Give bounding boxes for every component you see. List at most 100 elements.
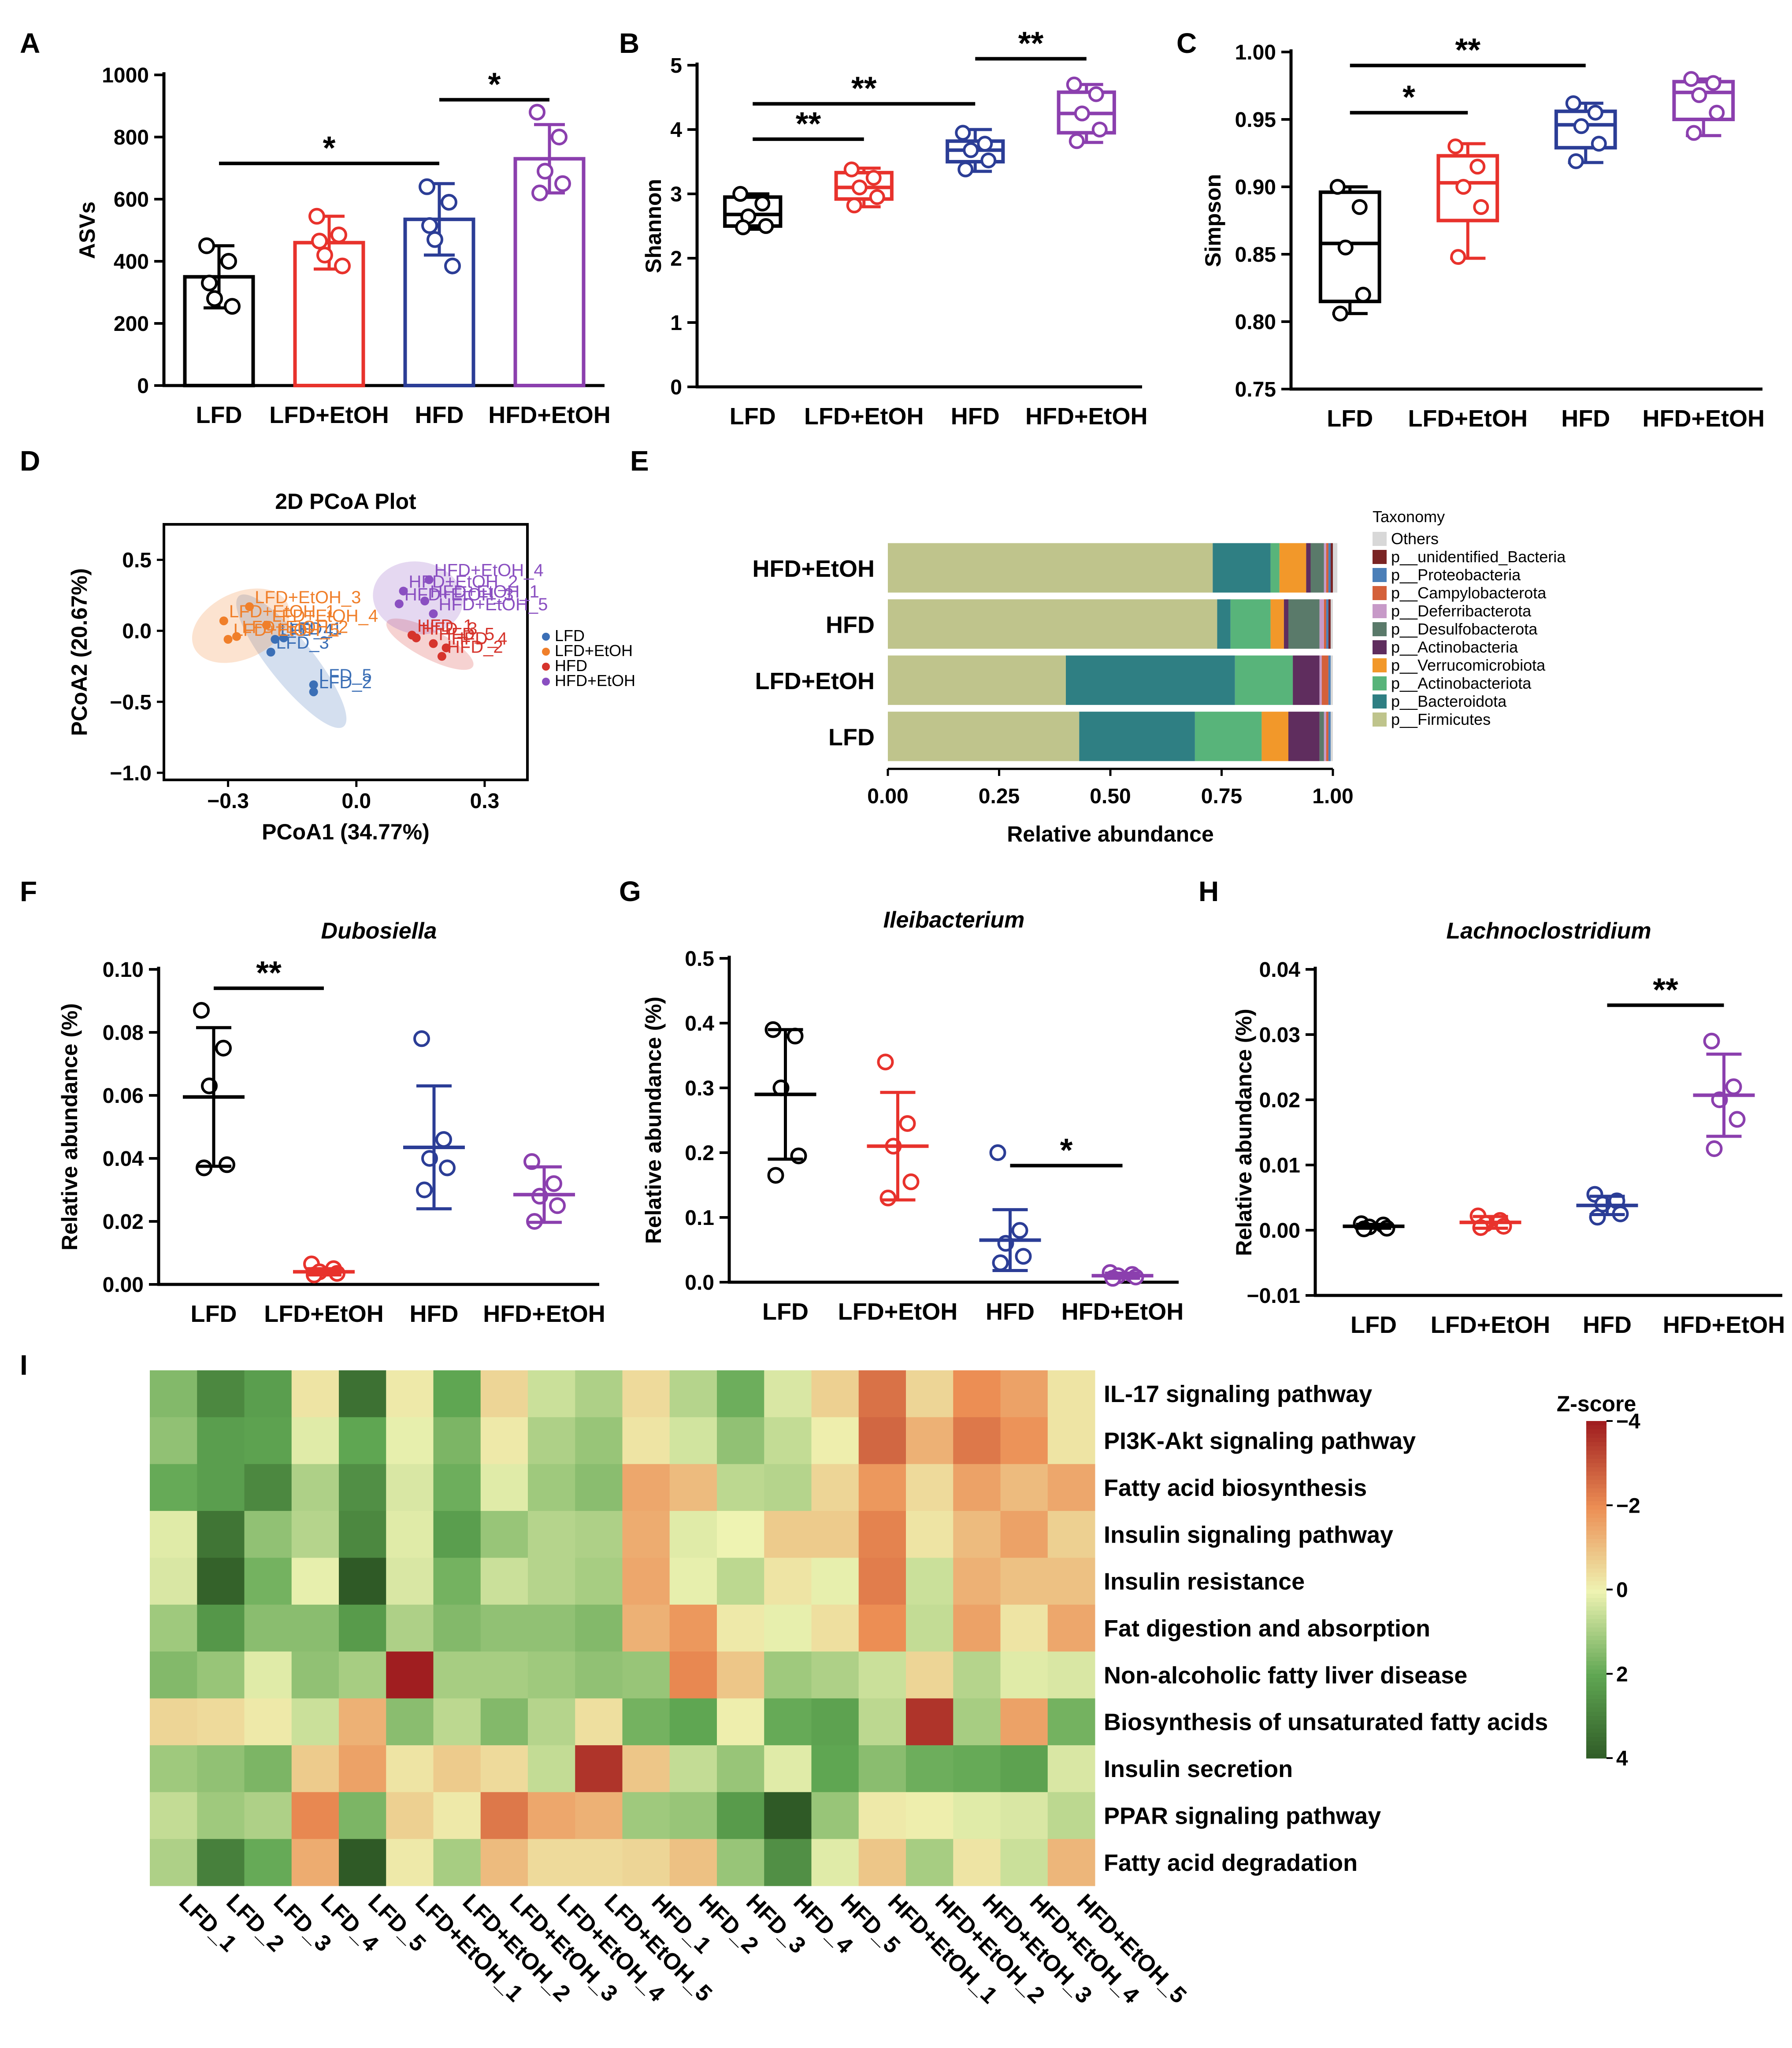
- data-point: [957, 161, 974, 178]
- heatmap-cell: [480, 1792, 528, 1840]
- data-point: [732, 186, 749, 202]
- heatmap-cell: [480, 1370, 528, 1417]
- segment-p__Actinobacteria: [1288, 712, 1320, 761]
- colorbar-segment: [1586, 1480, 1606, 1485]
- segment-p__Bacteroidota: [1217, 599, 1231, 649]
- heatmap-cell: [1047, 1651, 1095, 1699]
- segment-p__Actinobacteriota: [1270, 543, 1280, 593]
- panel-E-x-tick-label: 1.00: [1312, 785, 1353, 808]
- pcoa-point-label: HFD_2: [447, 638, 503, 657]
- panel-F: F Dubosiella 0.00 0.02 0.04 0.06 0.08 0.10 Relat…: [20, 876, 605, 1327]
- heatmap-cell: [669, 1370, 717, 1417]
- data-point: [1591, 136, 1607, 152]
- heatmap-cell: [811, 1698, 859, 1746]
- panel-label-A: A: [20, 27, 40, 59]
- segment-p__Firmicutes: [888, 712, 1080, 761]
- panel-B-x-label-0: LFD: [730, 403, 776, 430]
- data-point: [869, 189, 885, 205]
- legend-swatch: [1373, 604, 1387, 618]
- data-point: [308, 208, 325, 225]
- heatmap-cell: [386, 1745, 434, 1792]
- heatmap-cell: [1000, 1464, 1048, 1511]
- panel-H-y-tick-label: 0.03: [1259, 1024, 1300, 1047]
- heatmap-cell: [906, 1511, 954, 1558]
- pcoa-point: [420, 597, 430, 605]
- heatmap-cell: [858, 1558, 906, 1605]
- panel-C-y-tick-label: 1.00: [1235, 41, 1276, 64]
- data-point: [767, 1167, 784, 1184]
- heatmap-cell: [433, 1839, 481, 1886]
- heatmap-cell: [197, 1604, 245, 1652]
- pcoa-point: [279, 633, 288, 642]
- data-point: [1573, 118, 1589, 134]
- data-point: [1683, 71, 1699, 87]
- heatmap-cell: [197, 1792, 245, 1840]
- colorbar-segment: [1586, 1517, 1606, 1523]
- heatmap-cell: [433, 1745, 481, 1792]
- panel-A-x-label-3: HFD+EtOH: [488, 402, 611, 428]
- legend-label: HFD: [555, 657, 587, 675]
- data-point: [992, 1254, 1009, 1271]
- segment-p__Bacteroidota: [1079, 712, 1195, 761]
- segment-Others: [1330, 599, 1333, 649]
- colorbar-title: Z-score: [1557, 1391, 1636, 1416]
- heatmap-cell: [339, 1558, 386, 1605]
- legend-dot: [542, 663, 550, 671]
- panel-B-y-tick-label: 4: [670, 119, 682, 142]
- data-point: [1066, 76, 1082, 93]
- panel-A-sig-label: *: [488, 66, 501, 102]
- heatmap-cell: [244, 1464, 292, 1511]
- heatmap-cell: [244, 1745, 292, 1792]
- heatmap-cell: [1047, 1839, 1095, 1886]
- panel-F-x-label-3: HFD+EtOH: [483, 1301, 605, 1327]
- heatmap-cell: [953, 1792, 1001, 1840]
- heatmap-cell: [433, 1792, 481, 1840]
- pcoa-point-label: LFD_1: [289, 619, 342, 638]
- heatmap-cell: [764, 1745, 812, 1792]
- colorbar-segment: [1586, 1610, 1606, 1615]
- heatmap-cell: [291, 1698, 339, 1746]
- data-point: [1015, 1248, 1032, 1265]
- segment-p__Actinobacteria: [1284, 599, 1288, 649]
- heatmap-cell: [291, 1558, 339, 1605]
- heatmap-cell: [858, 1370, 906, 1417]
- heatmap-cell: [197, 1417, 245, 1465]
- legend-swatch: [1373, 568, 1387, 582]
- data-point: [865, 170, 882, 186]
- panel-A-x-label-0: LFD: [196, 402, 242, 428]
- heatmap-cell: [339, 1370, 386, 1417]
- heatmap-cell: [339, 1651, 386, 1699]
- data-point: [977, 136, 993, 152]
- heatmap-cell: [669, 1558, 717, 1605]
- heatmap-cell: [575, 1792, 623, 1840]
- heatmap-cell: [528, 1370, 575, 1417]
- heatmap-cell: [764, 1464, 812, 1511]
- segment-p__Actinobacteriota: [1235, 655, 1293, 705]
- segment-p__unidentified_Bacteria: [1328, 599, 1331, 649]
- pcoa-point: [412, 633, 421, 642]
- segment-p__Verrucomicrobiota: [1279, 543, 1306, 593]
- panel-E-x-tick-label: 0.50: [1090, 785, 1131, 808]
- colorbar-segment: [1586, 1522, 1606, 1527]
- heatmap-cell: [953, 1839, 1001, 1886]
- box-HFD: [1554, 109, 1617, 150]
- heatmap-cell: [291, 1417, 339, 1465]
- colorbar-segment: [1586, 1640, 1606, 1645]
- colorbar-segment: [1586, 1661, 1606, 1666]
- legend-label: p__Desulfobacterota: [1391, 620, 1538, 638]
- heatmap-cell: [811, 1558, 859, 1605]
- colorbar-segment: [1586, 1682, 1606, 1687]
- heatmap-cell: [669, 1464, 717, 1511]
- panel-G-y-tick-label: 0.5: [685, 947, 714, 971]
- heatmap-cell: [575, 1370, 623, 1417]
- legend-dot: [542, 633, 550, 641]
- panel-H-x-label-3: HFD+EtOH: [1663, 1312, 1785, 1338]
- panel-H-title: Lachnoclostridium: [1446, 918, 1651, 944]
- box-HFD+EtOH: [1672, 80, 1735, 122]
- panel-F-y-tick-label: 0.02: [103, 1210, 144, 1234]
- data-point: [334, 257, 351, 275]
- colorbar-segment: [1586, 1623, 1606, 1628]
- panel-G-x-label-2: HFD: [986, 1299, 1035, 1325]
- heatmap-cell: [244, 1792, 292, 1840]
- data-point: [1691, 87, 1707, 103]
